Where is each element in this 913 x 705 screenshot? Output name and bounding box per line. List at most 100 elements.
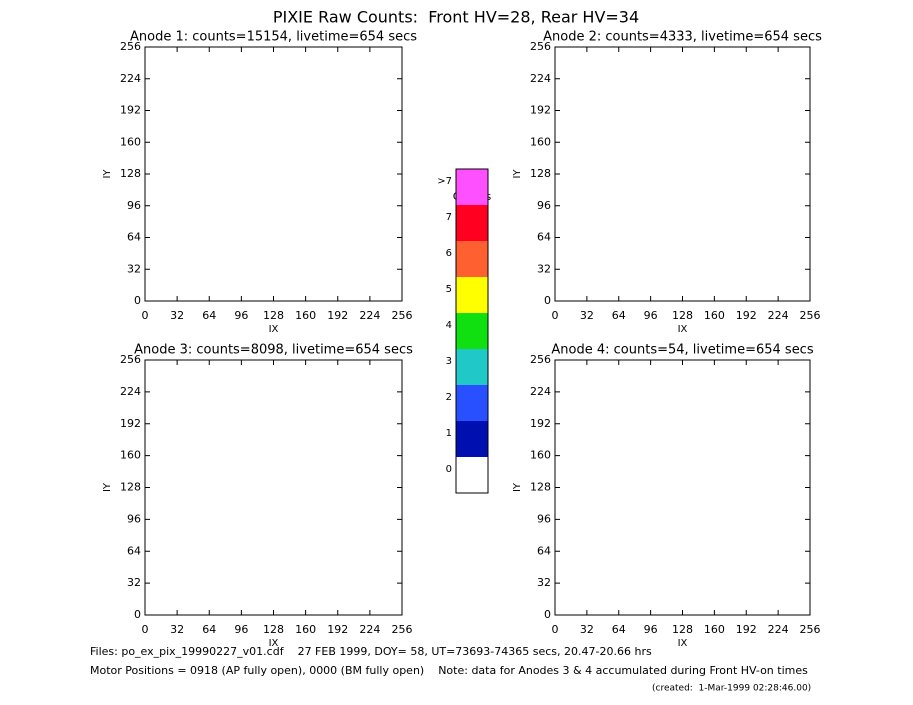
figure-title: PIXIE Raw Counts: Front HV=28, Rear HV=3… (273, 8, 639, 27)
y-tick-label: 192 (120, 104, 141, 117)
y-tick-label: 0 (134, 294, 141, 307)
x-tick-label: 32 (170, 309, 184, 322)
y-tick-label: 160 (120, 135, 141, 148)
panel-title: Anode 2: counts=4333, livetime=654 secs (543, 30, 822, 45)
x-tick-label: 224 (768, 309, 789, 322)
y-tick-label: 128 (530, 167, 551, 180)
colorbar-label: 7 (446, 212, 452, 223)
x-tick-label: 160 (704, 623, 725, 636)
y-tick-label: 128 (120, 481, 141, 494)
x-tick-label: 224 (359, 623, 380, 636)
x-tick-label: 256 (800, 309, 821, 322)
x-tick-label: 96 (234, 623, 248, 636)
x-tick-label: 0 (142, 309, 149, 322)
y-tick-label: 64 (537, 231, 551, 244)
x-tick-label: 160 (295, 309, 316, 322)
y-tick-label: 256 (120, 353, 141, 366)
x-tick-label: 224 (359, 309, 380, 322)
y-axis-label: IY (512, 482, 523, 492)
x-tick-label: 32 (170, 623, 184, 636)
x-tick-label: 32 (580, 309, 594, 322)
plot-frame (554, 359, 811, 616)
colorbar-frame (455, 168, 489, 494)
x-tick-label: 0 (142, 623, 149, 636)
x-tick-label: 256 (392, 623, 413, 636)
colorbar-cell (456, 241, 488, 277)
y-tick-label: 128 (120, 167, 141, 180)
y-tick-label: 32 (537, 576, 551, 589)
y-axis-label: IY (102, 482, 113, 492)
y-tick-label: 192 (530, 104, 551, 117)
colorbar-label: 1 (446, 428, 452, 439)
plot-frame (144, 359, 403, 616)
x-axis-label: IX (269, 324, 279, 335)
x-tick-label: 64 (202, 309, 216, 322)
y-tick-label: 64 (127, 231, 141, 244)
x-tick-label: 128 (672, 309, 693, 322)
y-tick-label: 256 (530, 40, 551, 53)
colorbar-cell (456, 421, 488, 457)
y-tick-label: 256 (530, 353, 551, 366)
panel-title: Anode 3: counts=8098, livetime=654 secs (134, 343, 413, 358)
colorbar-cell (456, 205, 488, 241)
x-tick-label: 96 (234, 309, 248, 322)
x-tick-label: 192 (736, 623, 757, 636)
x-tick-label: 160 (704, 309, 725, 322)
x-tick-label: 128 (263, 309, 284, 322)
y-tick-label: 224 (120, 385, 141, 398)
panel-title: Anode 4: counts=54, livetime=654 secs (551, 343, 813, 358)
colorbar-label: >7 (437, 176, 452, 187)
x-tick-label: 192 (736, 309, 757, 322)
x-tick-label: 192 (327, 623, 348, 636)
y-tick-label: 128 (530, 481, 551, 494)
x-tick-label: 128 (263, 623, 284, 636)
y-tick-label: 192 (530, 417, 551, 430)
x-axis-label: IX (678, 638, 688, 649)
y-tick-label: 192 (120, 417, 141, 430)
colorbar-cell (456, 385, 488, 421)
x-tick-label: 64 (612, 623, 626, 636)
y-tick-label: 96 (127, 199, 141, 212)
x-tick-label: 64 (612, 309, 626, 322)
x-tick-label: 32 (580, 623, 594, 636)
footer-files: Files: po_ex_pix_19990227_v01.cdf 27 FEB… (90, 645, 652, 658)
x-tick-label: 256 (800, 623, 821, 636)
x-axis-label: IX (269, 638, 279, 649)
plot-frame (554, 46, 811, 302)
colorbar-cell (456, 349, 488, 385)
colorbar-label: 0 (446, 464, 452, 475)
y-tick-label: 160 (530, 449, 551, 462)
y-tick-label: 224 (120, 72, 141, 85)
colorbar-label: 2 (446, 392, 452, 403)
x-tick-label: 96 (644, 623, 658, 636)
y-tick-label: 224 (530, 72, 551, 85)
colorbar-cell (456, 313, 488, 349)
x-tick-label: 0 (552, 623, 559, 636)
x-tick-label: 128 (672, 623, 693, 636)
y-tick-label: 224 (530, 385, 551, 398)
colorbar-label: 3 (446, 356, 452, 367)
x-axis-label: IX (678, 324, 688, 335)
y-tick-label: 96 (537, 199, 551, 212)
y-tick-label: 256 (120, 40, 141, 53)
footer-motor: Motor Positions = 0918 (AP fully open), … (90, 664, 808, 677)
y-tick-label: 160 (530, 135, 551, 148)
x-tick-label: 192 (327, 309, 348, 322)
footer-created: (created: 1-Mar-1999 02:28:46.00) (652, 684, 811, 694)
y-tick-label: 160 (120, 449, 141, 462)
y-tick-label: 0 (134, 608, 141, 621)
y-tick-label: 96 (537, 512, 551, 525)
y-tick-label: 32 (127, 262, 141, 275)
colorbar-label: 4 (446, 320, 452, 331)
colorbar-label: 5 (446, 284, 452, 295)
y-axis-label: IY (102, 169, 113, 179)
y-tick-label: 32 (537, 262, 551, 275)
y-tick-label: 0 (544, 294, 551, 307)
colorbar-cell (456, 169, 488, 205)
y-tick-label: 0 (544, 608, 551, 621)
colorbar-cell (456, 457, 488, 493)
y-tick-label: 64 (537, 544, 551, 557)
x-tick-label: 256 (392, 309, 413, 322)
y-axis-label: IY (512, 169, 523, 179)
y-tick-label: 32 (127, 576, 141, 589)
